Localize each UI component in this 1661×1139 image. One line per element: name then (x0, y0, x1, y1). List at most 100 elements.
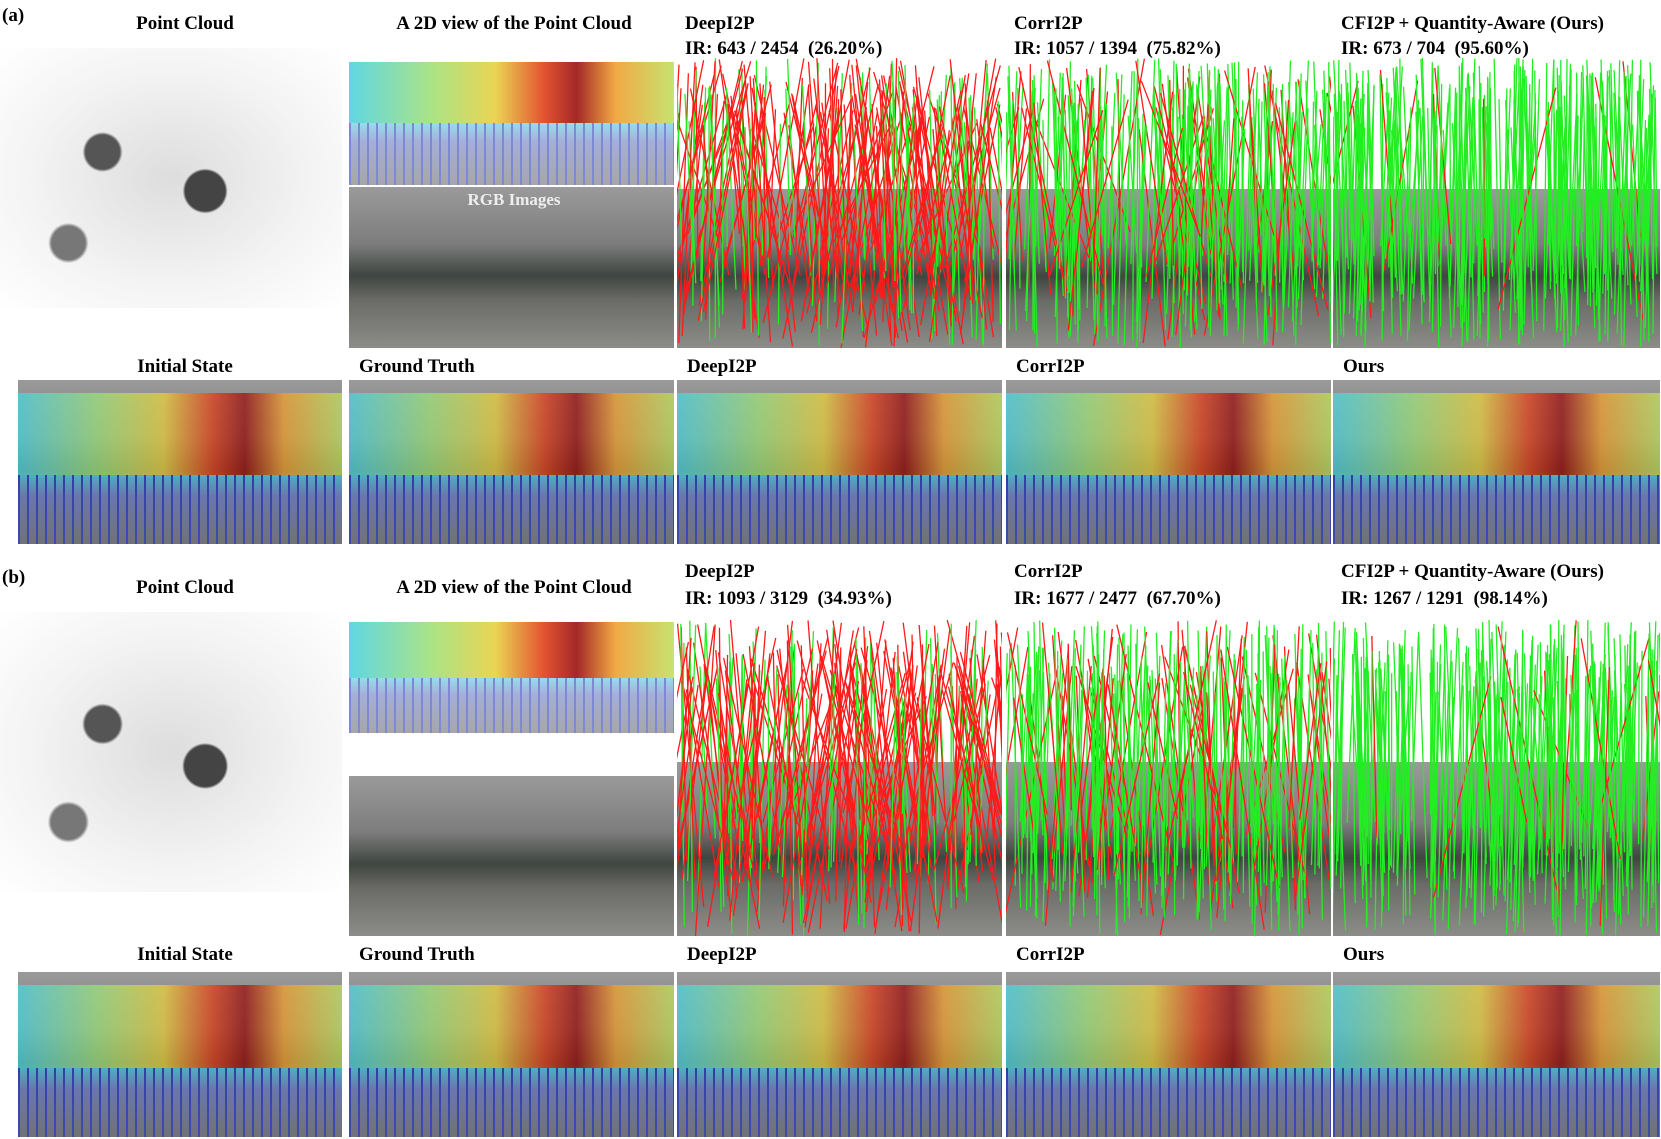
correspondence-line (777, 123, 782, 325)
correspondence-line (1517, 631, 1524, 924)
result-title: DeepI2P (687, 944, 757, 965)
result-title: DeepI2P (687, 356, 757, 377)
correspondence-line (1567, 649, 1575, 873)
correspondence-line (796, 640, 858, 875)
correspondence-image (1333, 58, 1660, 348)
correspondence-line (1263, 129, 1269, 286)
correspondence-line (843, 659, 868, 930)
correspondence-line (966, 110, 974, 290)
correspondence-line (1278, 84, 1284, 283)
correspondence-line (1546, 697, 1553, 813)
correspondence-line (777, 637, 829, 843)
correspondence-line (962, 59, 987, 318)
correspondence-line (902, 75, 951, 310)
correspondence-line (1395, 75, 1402, 270)
correspondence-line (1623, 683, 1636, 823)
projection-image (1006, 380, 1331, 544)
method-name: DeepI2P (685, 561, 755, 582)
correspondence-line (1272, 635, 1300, 863)
correspondence-line (751, 111, 754, 333)
correspondence-line (964, 692, 968, 888)
projected-points (677, 985, 1002, 1068)
projected-points (1006, 985, 1331, 1068)
correspondence-line (1427, 107, 1432, 285)
correspondence-line (840, 646, 869, 869)
correspondence-line (814, 105, 869, 328)
projected-ground (18, 475, 342, 544)
correspondence-line (909, 629, 951, 932)
correspondence-line (1595, 72, 1602, 306)
correspondence-line (1042, 673, 1051, 922)
correspondence-line (1473, 121, 1476, 264)
view-image (349, 610, 674, 733)
correspondence-line (816, 58, 829, 278)
correspondence-line (704, 94, 719, 320)
correspondence-line (1182, 697, 1189, 821)
correspondence-line (1154, 678, 1162, 877)
correspondence-line (1348, 100, 1357, 315)
correspondence-image (1006, 58, 1331, 348)
correspondence-line (1140, 682, 1161, 914)
correspondence-line (1577, 71, 1583, 239)
correspondence-line (1449, 84, 1452, 246)
correspondence-line (1409, 107, 1420, 240)
projection-image (349, 972, 674, 1137)
correspondence-line (954, 81, 961, 312)
correspondence-line (1067, 643, 1073, 811)
point-cloud-title: Point Cloud (136, 577, 234, 598)
correspondence-line (1429, 649, 1432, 815)
correspondence-line (1314, 124, 1320, 266)
correspondence-line (801, 85, 812, 276)
correspondence-line (1346, 627, 1356, 823)
correspondence-line (1591, 643, 1600, 887)
correspondence-line (874, 641, 914, 934)
correspondence-line (1266, 125, 1272, 317)
correspondence-line (712, 626, 760, 881)
projected-ground (677, 1067, 1002, 1137)
correspondence-line (1153, 85, 1164, 241)
correspondence-line (786, 624, 803, 858)
correspondence-line (1115, 680, 1119, 855)
correspondence-line (1618, 96, 1629, 286)
correspondence-line (1333, 658, 1336, 790)
correspondence-line (1468, 83, 1478, 246)
correspondence-line (1392, 642, 1402, 835)
view-points (349, 61, 674, 124)
correspondence-line (756, 620, 794, 913)
correspondence-line (1041, 622, 1064, 855)
correspondence-line (976, 119, 995, 249)
inlier-ratio: IR: 1093 / 3129 (34.93%) (685, 588, 892, 609)
correspondence-line (1355, 70, 1364, 337)
correspondence-line (733, 110, 782, 257)
correspondence-line (1358, 127, 1366, 311)
correspondence-line (1281, 658, 1291, 932)
correspondence-line (1100, 648, 1105, 886)
projected-ground (18, 1067, 342, 1137)
correspondence-line (1186, 620, 1192, 869)
correspondence-line (906, 117, 913, 314)
correspondence-line (1503, 88, 1512, 263)
correspondence-line (1574, 126, 1586, 292)
correspondence-line (1615, 121, 1618, 248)
correspondence-line (959, 78, 970, 256)
correspondence-line (1021, 107, 1067, 291)
correspondence-line (1055, 695, 1063, 891)
correspondence-line (702, 83, 749, 313)
correspondence-line (1636, 90, 1641, 282)
view-image (349, 48, 674, 185)
correspondence-line (1410, 636, 1419, 821)
correspondence-line (1092, 78, 1100, 269)
correspondence-line (1364, 668, 1368, 928)
correspondence-line (1529, 84, 1532, 281)
correspondence-line (959, 58, 997, 258)
correspondence-line (1029, 78, 1034, 234)
correspondence-line (1245, 649, 1253, 834)
correspondence-line (725, 87, 737, 290)
correspondence-line (744, 127, 753, 333)
correspondence-line (684, 93, 693, 239)
correspondence-line (1528, 635, 1534, 868)
correspondence-line (1394, 128, 1402, 336)
correspondence-line (821, 128, 830, 283)
view-title: A 2D view of the Point Cloud (396, 13, 632, 34)
correspondence-line (727, 104, 741, 234)
